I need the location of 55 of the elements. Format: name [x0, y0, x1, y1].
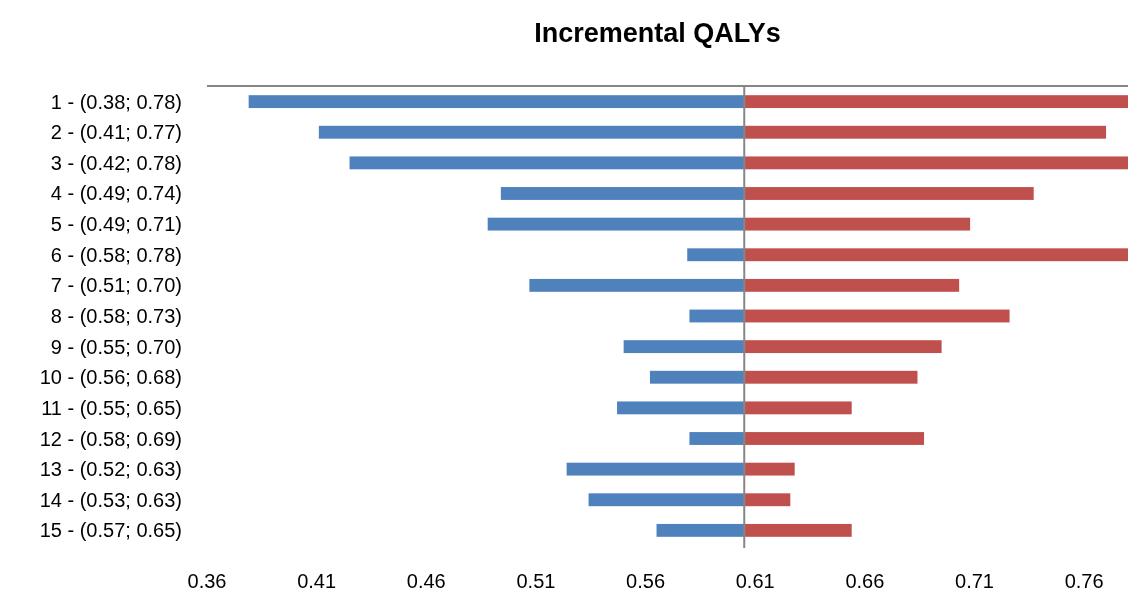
chart-title: Incremental QALYs [534, 18, 781, 48]
bar [744, 370, 918, 384]
y-tick-label: 9 - (0.55; 0.70) [50, 335, 182, 358]
bar [617, 401, 745, 415]
bar [656, 523, 745, 537]
bar [566, 462, 745, 476]
x-tick-label: 0.51 [516, 570, 556, 592]
bar [744, 278, 960, 292]
y-tick-label: 11 - (0.55; 0.65) [41, 396, 182, 419]
y-tick-label: 15 - (0.57; 0.65) [39, 519, 182, 542]
bar [744, 401, 852, 415]
y-tick-label: 12 - (0.58; 0.69) [39, 427, 182, 450]
x-tick-label: 0.71 [955, 570, 994, 592]
bar [744, 95, 1128, 109]
bar [349, 156, 745, 170]
bar [500, 187, 745, 200]
y-tick-label: 8 - (0.58; 0.73) [50, 305, 182, 327]
x-tick-label: 0.56 [626, 570, 666, 592]
bar [744, 523, 852, 537]
bar [248, 95, 745, 109]
bar [318, 125, 745, 139]
y-tick-label: 2 - (0.41; 0.77) [50, 121, 182, 144]
bar [744, 340, 942, 354]
bar [744, 432, 925, 445]
bar [649, 370, 745, 384]
y-tick-label: 10 - (0.56; 0.68) [39, 366, 182, 389]
bar [744, 462, 795, 476]
x-tick-label: 0.66 [845, 570, 885, 592]
bar [744, 125, 1107, 139]
bar [487, 217, 745, 231]
y-tick-label: 5 - (0.49; 0.71) [50, 213, 182, 236]
bar [744, 187, 1034, 200]
y-tick-label: 13 - (0.52; 0.63) [39, 458, 182, 481]
x-tick-label: 0.36 [187, 570, 227, 592]
bar [529, 278, 745, 292]
y-tick-label: 14 - (0.53; 0.63) [39, 488, 182, 511]
bar [687, 248, 745, 262]
y-tick-label: 7 - (0.51; 0.70) [50, 274, 182, 297]
y-tick-label: 1 - (0.38; 0.78) [50, 90, 182, 113]
bar [744, 493, 791, 507]
x-tick-label: 0.46 [406, 570, 446, 592]
x-tick-label: 0.76 [1064, 570, 1104, 592]
bar [744, 217, 971, 231]
y-tick-label: 6 - (0.58; 0.78) [50, 243, 182, 266]
bar [588, 493, 745, 507]
bar [689, 309, 745, 323]
bar [744, 248, 1128, 262]
x-tick-label: 0.41 [297, 570, 337, 592]
y-tick-label: 4 - (0.49; 0.74) [50, 182, 182, 205]
bar [744, 309, 1010, 323]
bar [623, 340, 745, 354]
bar [744, 156, 1128, 170]
y-tick-label: 3 - (0.42; 0.78) [50, 151, 182, 174]
x-tick-label: 0.61 [735, 570, 775, 592]
bar [689, 432, 745, 445]
